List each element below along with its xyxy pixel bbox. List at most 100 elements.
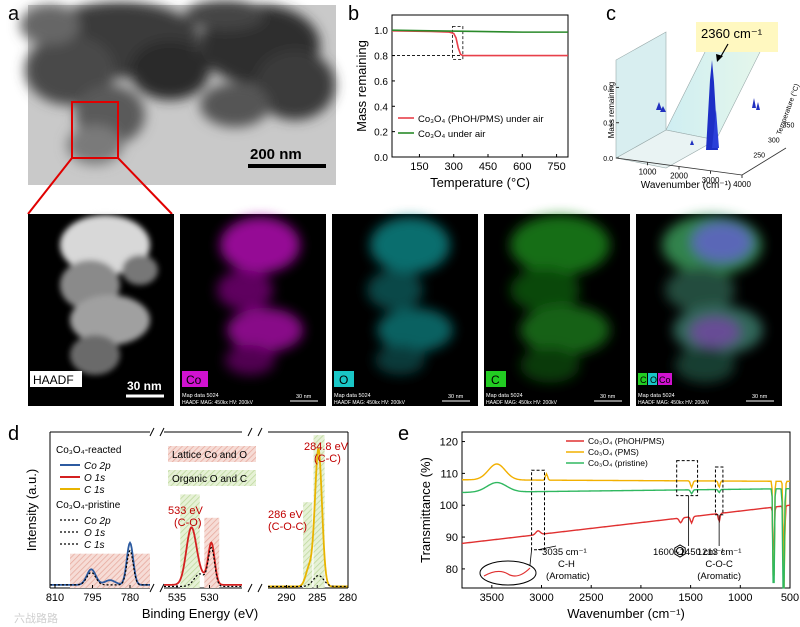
- d-annot-2: 284.8 eV: [304, 441, 349, 453]
- e-inset-ellipse: [479, 560, 537, 586]
- zoom-line-right: [117, 157, 173, 215]
- c-xtick-label: 1000: [639, 167, 657, 176]
- d-xtick-label: 290: [277, 592, 295, 604]
- watermark: 六战路路: [14, 612, 58, 625]
- b-legend-label-0: Co₃O₄ (PhOH/PMS) under air: [418, 114, 543, 125]
- chart-b: 150 300 450 600 750 0.0 0.2 0.4 0.6 0.8 1.0 Tempera…: [354, 14, 569, 190]
- map-o-label: O: [339, 373, 348, 387]
- d-xtick-label: 535: [168, 592, 186, 604]
- map-o-scalebar: 30 nm: [448, 394, 464, 400]
- tem-image: 200 nm: [20, 0, 336, 185]
- d-xtick-label: 810: [46, 592, 64, 604]
- c-ztick-label: 250: [753, 153, 765, 160]
- d-break-mark: [149, 583, 155, 593]
- d-region-label-bg-1: [168, 470, 256, 486]
- peak-annotation: 2360 cm⁻¹: [701, 26, 763, 41]
- map-c-meta2: HAADF MAG: 450kx HV: 200kV: [486, 400, 558, 406]
- map-c-scalebar: 30 nm: [600, 394, 616, 400]
- overlay-tag-co: Co: [659, 375, 671, 385]
- b-ytick-label: 0.0: [374, 153, 388, 164]
- panel-a-letter: a: [8, 3, 20, 25]
- e-annot-1: 1600~1450 cm⁻¹: [653, 547, 724, 558]
- b-xtick-label: 150: [410, 161, 428, 173]
- map-co-label: Co: [186, 373, 202, 387]
- e-annot-2-l2: C-O-C: [705, 559, 733, 570]
- map-overlay-meta2: HAADF MAG: 450kx HV: 200kV: [638, 400, 710, 406]
- e-annot-0-l2: C-H: [558, 559, 575, 570]
- e-annot-0-line: [537, 545, 557, 551]
- d-legend-label-pristine-1: O 1s: [84, 528, 105, 539]
- map-c-meta1: Map data 5024: [486, 393, 523, 399]
- d-region-label-1: Organic O and C: [172, 474, 247, 485]
- e-ylabel: Transmittance (%): [418, 457, 433, 563]
- d-xtick-label: 780: [121, 592, 139, 604]
- d-legend-label-pristine-0: Co 2p: [84, 516, 111, 527]
- eds-maps: HAADF 30 nm Co Map data 5024 HAADF MAG: …: [28, 214, 782, 406]
- tem-zoom-box: [71, 101, 119, 159]
- panel-e-letter: e: [398, 423, 409, 445]
- d-legend-group-1: Co₃O₄-pristine: [56, 500, 121, 511]
- map-co: Co Map data 5024 HAADF MAG: 450kx HV: 20…: [180, 214, 326, 406]
- benzene-icon-ring: [676, 547, 684, 555]
- b-xtick-label: 450: [479, 161, 497, 173]
- d-ylabel: Intensity (a.u.): [24, 469, 39, 551]
- d-break-mark: [247, 427, 253, 437]
- d-xtick-label: 795: [83, 592, 101, 604]
- e-box-ch: [531, 469, 545, 551]
- e-box-coc: [714, 466, 724, 516]
- d-curve-o-pristine: [164, 546, 242, 588]
- e-series-line-2: [461, 481, 791, 589]
- d-break-mark: [257, 427, 263, 437]
- b-ytick-label: 0.6: [374, 77, 388, 88]
- e-series-line-0: [461, 504, 791, 564]
- e-xtick-label: 3500: [480, 592, 504, 604]
- d-legend-group-0: Co₃O₄-reacted: [56, 445, 121, 456]
- b-series-line-0: [391, 30, 568, 57]
- map-co-meta1: Map data 5024: [182, 393, 219, 399]
- e-xtick-label: 3000: [529, 592, 553, 604]
- e-ytick-label: 80: [446, 564, 458, 576]
- d-region-c-cc: [313, 435, 325, 588]
- d-annot-1: 286 eV: [268, 509, 304, 521]
- d-curve-c-pristine: [268, 574, 348, 588]
- b-frame: [391, 14, 569, 158]
- e-xtick-label: 1500: [678, 592, 702, 604]
- d-break-mark: [257, 583, 263, 593]
- map-haadf-label: HAADF: [33, 373, 74, 387]
- d-region-label-bg-0: [168, 446, 256, 462]
- e-legend-label-2: Co₃O₄ (pristine): [588, 458, 648, 468]
- c-xlabel: Wavenumber (cm⁻¹): [641, 180, 731, 191]
- e-frame: [461, 431, 791, 589]
- e-xtick-label: 500: [781, 592, 799, 604]
- d-legend-label-reacted-0: Co 2p: [84, 461, 111, 472]
- map-haadf: HAADF 30 nm: [28, 214, 174, 406]
- e-ytick-label: 120: [440, 437, 458, 449]
- panel-b-letter: b: [348, 3, 359, 25]
- panel-c-letter: c: [606, 3, 616, 25]
- map-co-meta2: HAADF MAG: 450kx HV: 200kV: [182, 400, 254, 406]
- e-xtick-label: 1000: [728, 592, 752, 604]
- c-ztick-label: 300: [768, 138, 780, 145]
- d-annot-0: 533 eV: [168, 505, 204, 517]
- overlay-tag-o: O: [650, 375, 657, 385]
- c-xtick-label: 4000: [733, 180, 751, 189]
- b-legend-label-1: Co₃O₄ under air: [418, 129, 485, 140]
- map-o: O Map data 5024 HAADF MAG: 450kx HV: 200…: [332, 214, 478, 406]
- map-c-label: C: [491, 373, 500, 387]
- b-ytick-label: 0.4: [374, 102, 388, 113]
- d-legend-label-pristine-2: C 1s: [84, 540, 105, 551]
- map-overlay-meta1: Map data 5024: [638, 393, 675, 399]
- e-annot-0: 3035 cm⁻¹: [542, 547, 587, 558]
- d-break-mark: [159, 583, 165, 593]
- overlay-tag-c: C: [640, 375, 647, 385]
- d-legend-label-reacted-1: O 1s: [84, 473, 105, 484]
- chart-e: 3500 3000 2500 2000 1500 1000 500 80 90 100 110 120…: [418, 431, 799, 621]
- c-ztick-label: 350: [783, 123, 795, 130]
- b-xlabel: Temperature (°C): [430, 175, 530, 190]
- tem-scalebar-label: 200 nm: [250, 146, 302, 163]
- e-inset-connector: [529, 549, 532, 566]
- d-region-label-0: Lattice Co and O: [172, 450, 247, 461]
- c-xtick-label: 3000: [702, 176, 720, 185]
